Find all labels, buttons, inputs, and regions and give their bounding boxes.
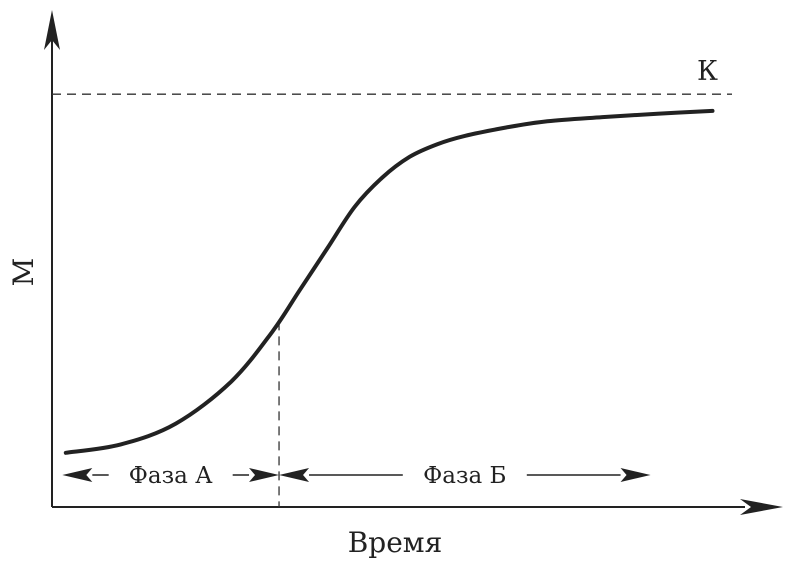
phase-a-arrow-left [62, 468, 93, 482]
phase-b-arrow-left [279, 468, 310, 482]
x-axis-arrow [740, 499, 783, 515]
y-axis-arrow [44, 10, 60, 50]
phase-a-arrow-right [249, 468, 280, 482]
phase-a-label: Фаза А [129, 463, 213, 489]
series-line [63, 108, 715, 455]
asymptote-label: К [697, 56, 718, 87]
y-axis-label: М [7, 258, 40, 287]
x-axis-label: Время [348, 526, 443, 559]
phase-a-span: Фаза А [62, 463, 280, 489]
phase-b-arrow-right [620, 468, 651, 482]
phase-b-label: Фаза Б [423, 463, 506, 489]
phase-b-span: Фаза Б [279, 463, 651, 489]
